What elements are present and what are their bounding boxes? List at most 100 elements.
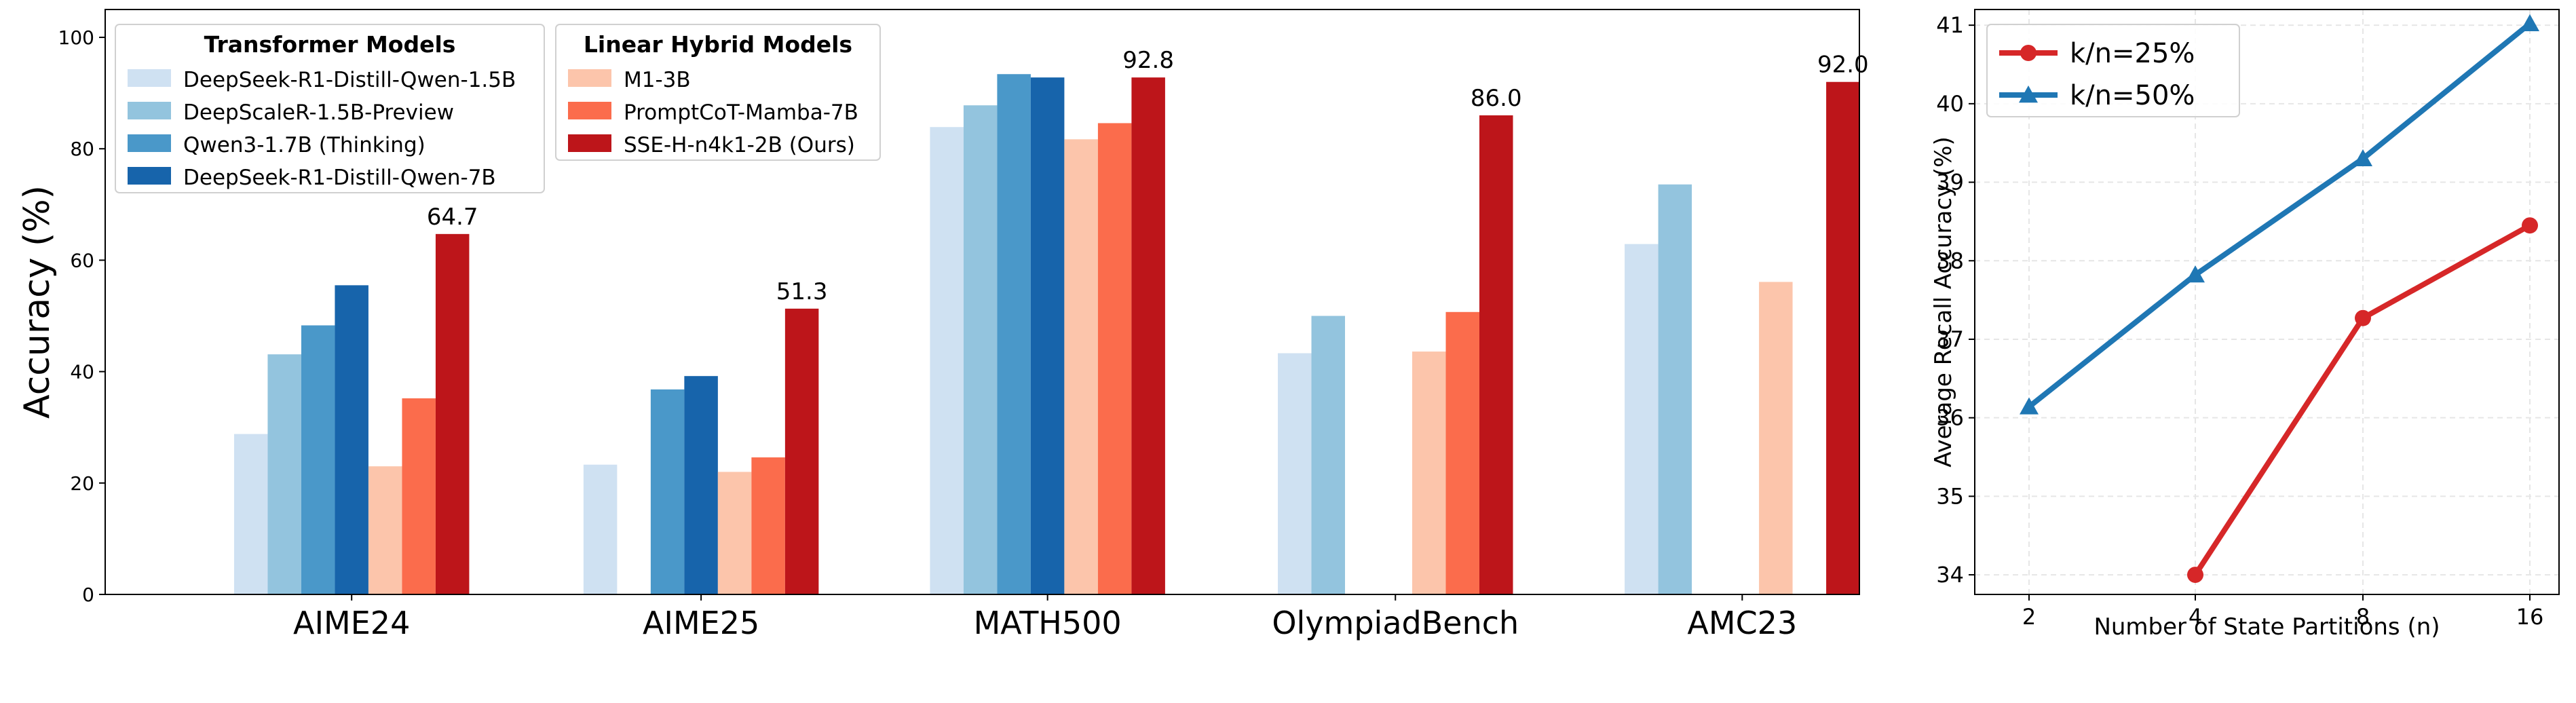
bar <box>930 127 964 594</box>
x-tick-label: OlympiadBench <box>1272 605 1519 641</box>
x-tick-label: 8 <box>2356 604 2370 630</box>
legend-entry: PromptCoT-Mamba-7B <box>624 100 858 125</box>
bar-chart-x-ticks: AIME24 AIME25 MATH500 OlympiadBench AMC23 <box>293 594 1797 641</box>
legend-swatch <box>128 69 171 87</box>
line-chart-x-axis-label: Number of State Partitions (n) <box>2094 613 2440 641</box>
legend-label: k/n=25% <box>2070 38 2195 69</box>
legend-entry: k/n=50% <box>1999 80 2195 111</box>
line-chart-y-axis-label: Average Recall Accuracy (%) <box>1930 136 1957 468</box>
bar <box>1030 77 1065 594</box>
bar <box>1625 244 1659 594</box>
legend-swatch <box>128 102 171 119</box>
data-point <box>2520 14 2539 32</box>
bar-chart-y-ticks: 0 20 40 60 80 100 <box>58 26 105 606</box>
bar-chart-y-axis-label: Accuracy (%) <box>17 185 58 419</box>
legend-box: Linear Hybrid Models M1-3B PromptCoT-Mamba… <box>555 24 881 161</box>
y-tick-label: 39 <box>1936 170 1964 195</box>
bar <box>784 308 819 594</box>
y-tick-label: 0 <box>82 584 94 606</box>
legend-entry: DeepSeek-R1-Distill-Qwen-1.5B <box>183 68 516 92</box>
line-series <box>2020 14 2539 415</box>
bar <box>335 285 368 594</box>
bar <box>267 354 301 594</box>
y-tick-label: 38 <box>1936 248 1964 273</box>
legend-marker <box>2019 86 2038 103</box>
data-label: 51.3 <box>776 278 828 305</box>
legend-frame <box>115 24 545 193</box>
x-tick-label: AIME24 <box>293 605 410 641</box>
bar <box>1311 316 1346 594</box>
bar-chart-bars <box>233 74 1860 595</box>
bar <box>1826 81 1860 594</box>
bar <box>1445 311 1480 594</box>
legend-entry: DeepSeek-R1-Distill-Qwen-7B <box>183 166 496 190</box>
x-tick-label: AIME25 <box>643 605 759 641</box>
y-tick-label: 34 <box>1936 562 1964 588</box>
legend-entry: SSE-H-n4k1-2B (Ours) <box>624 133 855 157</box>
bar <box>1412 352 1446 594</box>
legend-entry: DeepScaleR-1.5B-Preview <box>183 100 454 125</box>
data-point <box>2353 149 2372 167</box>
line-chart-series <box>2020 14 2539 584</box>
bar <box>684 376 718 594</box>
bar <box>1658 184 1692 594</box>
bar <box>1759 282 1793 594</box>
bar <box>1479 115 1513 594</box>
line-chart-y-ticks: 34 35 36 37 38 39 40 41 <box>1936 12 1975 588</box>
x-tick-label: 16 <box>2516 604 2544 630</box>
y-tick-label: 80 <box>70 138 94 160</box>
line-chart: 34 35 36 37 38 39 40 41 2 4 8 16 Number of State P… <box>1930 9 2560 641</box>
legend-label: k/n=50% <box>2070 80 2195 111</box>
y-tick-label: 20 <box>70 472 94 495</box>
data-point <box>2187 567 2203 584</box>
bar <box>717 472 752 594</box>
bar <box>1064 139 1098 594</box>
data-label: 92.8 <box>1122 47 1174 74</box>
y-tick-label: 41 <box>1936 12 1964 38</box>
line-chart-plot-frame <box>1974 9 2560 595</box>
legend-title: Transformer Models <box>204 31 456 58</box>
legend-entry: k/n=25% <box>1999 38 2195 69</box>
legend-box: Transformer Models DeepSeek-R1-Distill-Qw… <box>115 24 545 193</box>
data-label: 86.0 <box>1471 85 1522 112</box>
x-tick-label: MATH500 <box>974 605 1122 641</box>
y-tick-label: 40 <box>1936 91 1964 117</box>
line-chart-x-ticks: 2 4 8 16 <box>2022 594 2544 630</box>
y-tick-label: 37 <box>1936 326 1964 352</box>
data-point <box>2522 217 2538 234</box>
y-tick-label: 35 <box>1936 483 1964 509</box>
legend-swatch <box>128 134 171 152</box>
data-point <box>2355 309 2371 326</box>
bar <box>233 434 268 594</box>
data-point <box>2020 397 2039 415</box>
bar-chart-data-labels: 64.7 51.3 92.8 86.0 92.0 <box>427 47 1869 305</box>
bar-chart-plot-frame <box>105 9 1860 595</box>
bar <box>583 464 618 594</box>
legend-frame <box>555 24 881 161</box>
bar <box>751 457 785 594</box>
data-label: 92.0 <box>1817 52 1869 79</box>
x-tick-label: 2 <box>2022 604 2036 630</box>
bar <box>1097 123 1132 594</box>
line-chart-legend: k/n=25% k/n=50% <box>1986 24 2240 117</box>
legend-title: Linear Hybrid Models <box>584 31 852 58</box>
legend-swatch <box>568 102 611 119</box>
bar <box>435 233 470 594</box>
x-tick-label: 4 <box>2189 604 2202 630</box>
bar-chart-legends: Transformer Models DeepSeek-R1-Distill-Qw… <box>115 24 881 193</box>
y-tick-label: 40 <box>70 361 94 383</box>
data-point <box>2186 265 2205 283</box>
legend-swatch <box>568 134 611 152</box>
legend-swatch <box>568 69 611 87</box>
line-series <box>2187 217 2538 584</box>
bar <box>997 74 1031 595</box>
y-tick-label: 100 <box>58 26 94 49</box>
bar <box>402 398 436 594</box>
legend-entry: M1-3B <box>624 68 691 92</box>
legend-marker <box>2020 45 2037 61</box>
bar <box>963 105 998 595</box>
bar <box>650 389 685 594</box>
data-label: 64.7 <box>427 204 478 231</box>
legend-entry: Qwen3-1.7B (Thinking) <box>183 133 425 157</box>
